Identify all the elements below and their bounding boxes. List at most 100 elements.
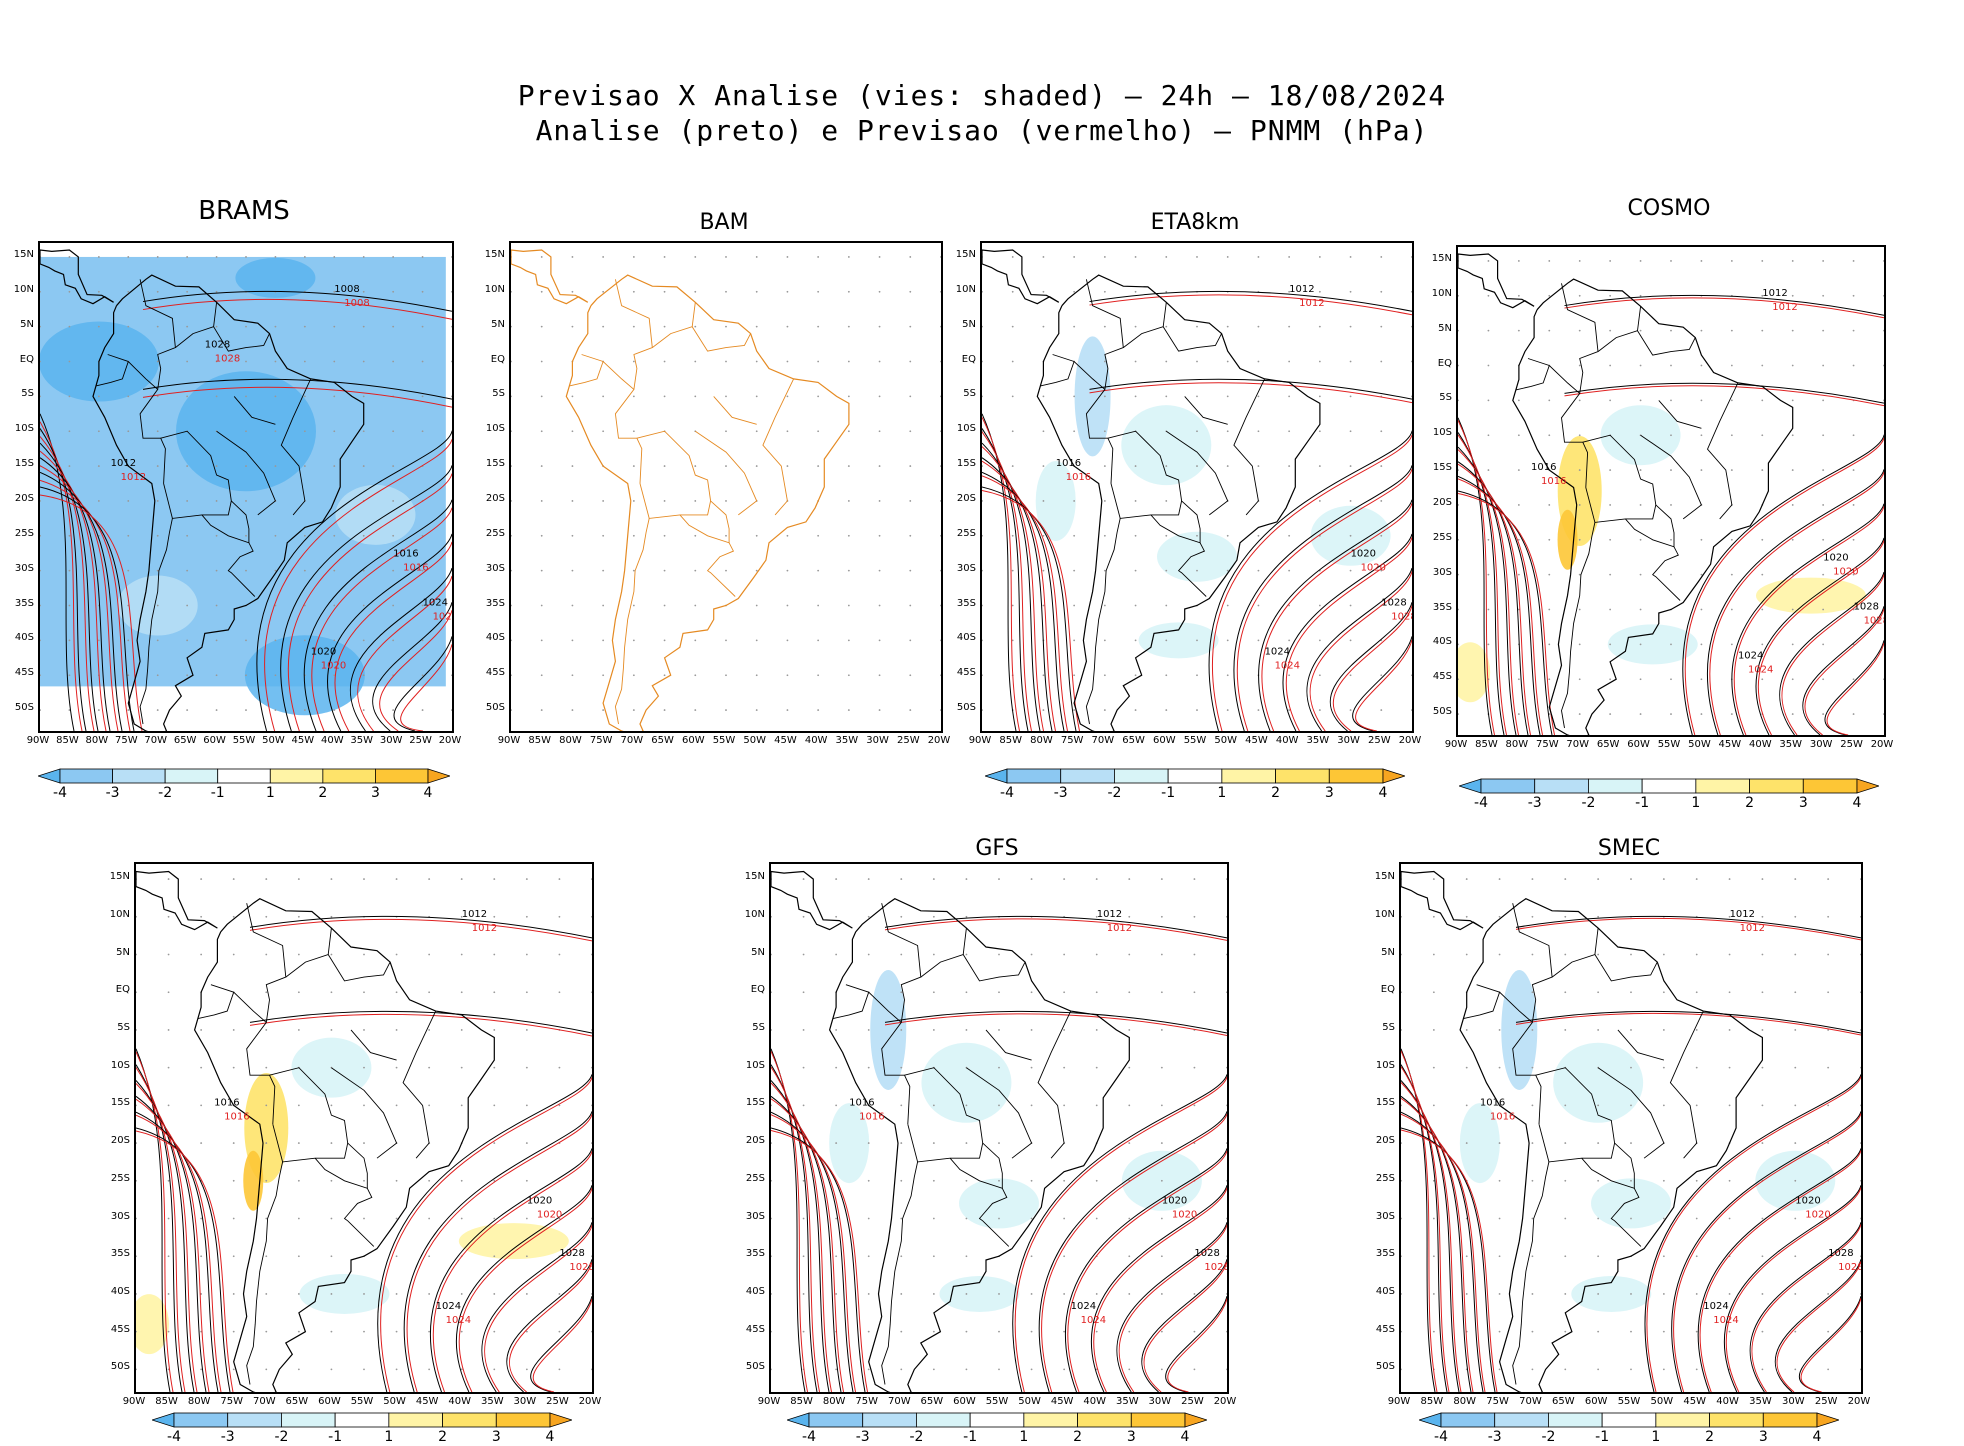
colorbar-tick-label: 3 [370, 785, 380, 801]
longitude-label: 25W [409, 735, 432, 746]
country-border [139, 279, 176, 390]
longitude-label: 35W [835, 735, 859, 746]
country-border [904, 1067, 984, 1163]
colorbar-swatch [1588, 778, 1643, 794]
longitude-label: 50W [1688, 739, 1711, 750]
longitude-label: 65W [285, 1396, 309, 1407]
colorbar-tick-label: 1 [1691, 795, 1701, 811]
longitude-label: 90W [757, 1396, 781, 1407]
forecast-isobar-label: 1012 [1740, 923, 1765, 934]
analysis-isobar-label: 1024 [436, 1301, 461, 1312]
longitude-label: 55W [350, 1396, 374, 1407]
country-border [978, 1188, 1010, 1247]
forecast-isobar [982, 490, 1080, 731]
analysis-isobar-label: 1016 [1531, 462, 1556, 473]
colorbar-swatch [862, 1412, 917, 1428]
country-border [713, 396, 757, 425]
longitude-label: 55W [1657, 739, 1681, 750]
country-border [1561, 522, 1596, 729]
colorbar-swatch [1762, 1412, 1818, 1428]
colorbar-swatch [916, 1412, 971, 1428]
forecast-isobar [532, 1299, 592, 1392]
forecast-isobar [1564, 385, 1884, 407]
longitude-label: 30W [1781, 1396, 1805, 1407]
longitude-label: 65W [1596, 739, 1620, 750]
forecast-isobar [982, 475, 1068, 731]
latitude-label: 10S [14, 423, 34, 435]
colorbar-swatch [1023, 1412, 1078, 1428]
forecast-isobar-label: 1020 [1361, 563, 1386, 574]
colorbar-tick-label: 2 [1745, 795, 1755, 811]
longitude-label: 25W [1814, 1396, 1838, 1407]
map-canvas [511, 249, 941, 731]
colorbar-swatch [1130, 1412, 1186, 1428]
forecast-isobar [40, 465, 119, 731]
country-border [280, 378, 312, 516]
latitude-label: 15S [745, 1097, 765, 1109]
analysis-isobar-label: 1012 [1762, 288, 1787, 299]
longitude-label: 75W [1060, 735, 1084, 746]
central-america-coastline [771, 870, 853, 931]
figure-title-line-2: Analise (preto) e Previsao (vermelho) – … [535, 114, 1429, 147]
colorbar-tick-label: -2 [1581, 795, 1596, 811]
forecast-isobar [771, 1066, 820, 1392]
forecast-isobar [484, 1225, 592, 1392]
longitude-label: 65W [651, 735, 674, 746]
forecast-isobar [1776, 1261, 1861, 1392]
analysis-isobar-label: 1012 [1097, 909, 1122, 920]
latitude-label: 45S [110, 1323, 130, 1335]
bias-blob [1035, 460, 1076, 541]
analysis-isobar [40, 471, 123, 731]
latitude-label: 25S [1375, 1172, 1395, 1184]
longitude-label: 40W [320, 735, 344, 746]
forecast-isobar [40, 479, 131, 731]
colorbar-tick-label: 4 [1180, 1429, 1190, 1445]
analysis-isobar-label: 1012 [462, 909, 487, 920]
latitude-label: 15S [1375, 1097, 1395, 1109]
country-border [1582, 434, 1657, 523]
forecast-isobar-label: 1020 [321, 660, 346, 671]
analysis-isobar [1671, 1111, 1861, 1392]
forecast-isobar [1401, 1113, 1486, 1392]
country-border [139, 518, 173, 725]
longitude-label: 20W [1398, 735, 1422, 746]
analysis-isobar [1282, 533, 1412, 731]
colorbar-tick-label: 3 [1798, 795, 1808, 811]
latitude-label: 50S [1375, 1361, 1395, 1373]
latitude-label: EQ [19, 353, 34, 365]
forecast-isobar [1751, 1224, 1861, 1392]
south-america-coastline [92, 274, 365, 731]
colorbar-swatch [334, 1412, 390, 1428]
longitude-label: 50W [743, 735, 767, 746]
analysis-isobar-label: 1024 [423, 598, 448, 609]
analysis-isobar-label: 1020 [527, 1195, 552, 1206]
bias-blob [1607, 624, 1698, 665]
colorbar-swatch [1709, 1412, 1764, 1428]
latitude-label: 15S [485, 458, 505, 470]
colorbar-swatch [495, 1412, 551, 1428]
longitude-label: 50W [1018, 1396, 1041, 1407]
colorbar-tick-label: -1 [1161, 785, 1176, 801]
analysis-isobar-label: 1020 [1795, 1195, 1820, 1206]
grid-dots [511, 256, 941, 711]
longitude-label: 55W [1617, 1396, 1641, 1407]
forecast-isobar-label: 1012 [1772, 302, 1797, 313]
colorbar-tick-label: 2 [1271, 785, 1281, 801]
longitude-label: 70W [144, 735, 168, 746]
longitude-label: 60W [1627, 739, 1650, 750]
map-frame: 1012 1012 1016 1016 1020 1020 1024 1024 1028 1028 [1399, 862, 1863, 1394]
colorbar-tick-label: 4 [1378, 785, 1388, 801]
isobar-contours [982, 290, 1412, 731]
longitude-label: 75W [1535, 739, 1559, 750]
longitude-label: 60W [681, 735, 705, 746]
forecast-isobar-label: 1024 [1713, 1315, 1738, 1326]
country-border [227, 542, 256, 597]
latitude-label: 20S [1375, 1135, 1395, 1147]
panel-title: COSMO [1627, 196, 1711, 221]
longitude-label: 30W [1148, 1396, 1172, 1407]
colorbar-swatch [1382, 768, 1405, 784]
latitude-label: 35S [956, 597, 976, 609]
forecast-isobar [1332, 605, 1412, 731]
country-border [695, 430, 758, 516]
analysis-isobar-label: 1028 [1828, 1248, 1853, 1259]
